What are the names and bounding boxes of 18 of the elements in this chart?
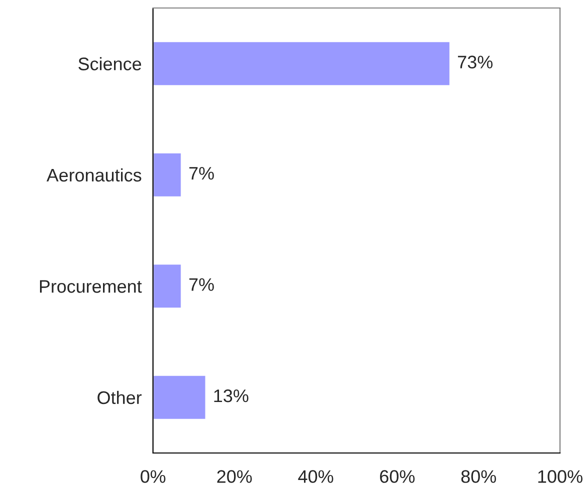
bar [153,374,207,420]
data-label: 73% [458,56,493,68]
y-tick-label: Other [98,390,142,404]
x-tick-label: 80% [461,470,496,483]
y-tick-label: Aeronautics [46,168,142,182]
bar [153,152,182,198]
x-tick-label: 40% [298,470,334,483]
data-label: 13% [214,389,248,402]
y-tick-label: Procurement [40,280,142,293]
x-tick-label: 60% [380,470,415,483]
bar [153,263,182,310]
data-label: 7% [189,278,214,291]
x-tick-label: 100% [538,470,582,483]
bar [153,40,451,87]
data-label: 7% [189,167,214,180]
x-tick-label: 0% [140,470,166,483]
x-tick-label: 20% [217,470,252,483]
y-tick-label: Science [78,57,142,70]
